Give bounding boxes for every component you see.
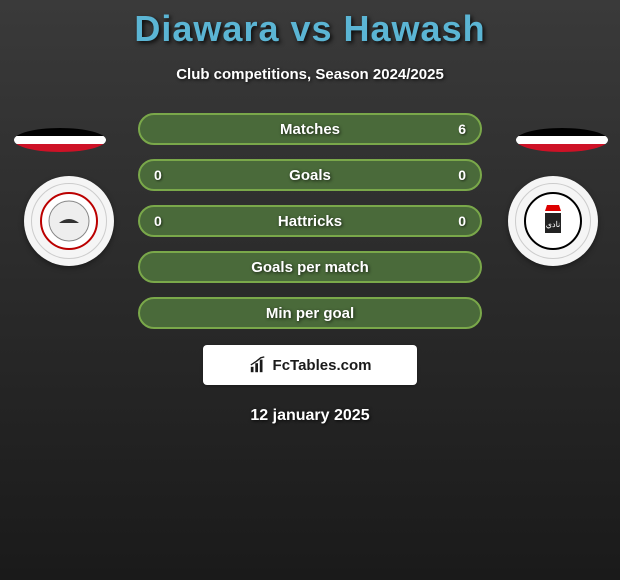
stat-row-matches: Matches 6	[138, 113, 482, 145]
page-title: Diawara vs Hawash	[0, 0, 620, 50]
chart-icon	[249, 356, 267, 374]
stat-left-value: 0	[154, 167, 174, 183]
club-badge-left-inner	[31, 183, 107, 259]
brand-label: FcTables.com	[273, 357, 372, 374]
stat-row-min-per-goal: Min per goal	[138, 297, 482, 329]
date-label: 12 january 2025	[0, 407, 620, 425]
club-badge-right-inner: نادي	[515, 183, 591, 259]
svg-text:نادي: نادي	[546, 220, 561, 229]
stat-label: Hattricks	[278, 213, 342, 230]
stat-label: Goals	[289, 167, 331, 184]
stat-row-hattricks: 0 Hattricks 0	[138, 205, 482, 237]
stats-container: Matches 6 0 Goals 0 0 Hattricks 0 Goals …	[138, 113, 482, 329]
stat-right-value: 0	[446, 213, 466, 229]
stat-left-value: 0	[154, 213, 174, 229]
stat-label: Min per goal	[266, 305, 354, 322]
stat-label: Goals per match	[251, 259, 369, 276]
club-badge-left	[24, 176, 114, 266]
stat-right-value: 0	[446, 167, 466, 183]
flag-left-icon	[14, 128, 106, 152]
stat-label: Matches	[280, 121, 340, 138]
stat-right-value: 6	[446, 121, 466, 137]
page-subtitle: Club competitions, Season 2024/2025	[0, 66, 620, 83]
stat-row-goals: 0 Goals 0	[138, 159, 482, 191]
flag-right-icon	[516, 128, 608, 152]
stat-row-goals-per-match: Goals per match	[138, 251, 482, 283]
club-badge-right: نادي	[508, 176, 598, 266]
brand-box[interactable]: FcTables.com	[203, 345, 417, 385]
